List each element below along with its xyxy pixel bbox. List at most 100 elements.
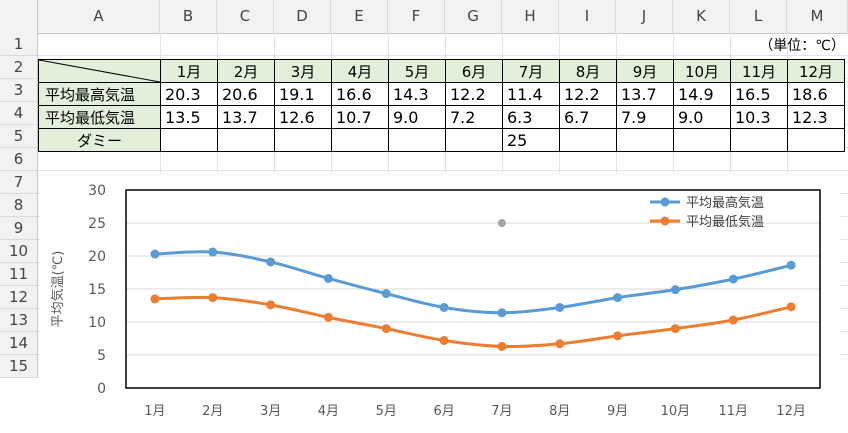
high-cell[interactable]: 11.4 [502,82,560,106]
month-header-11[interactable]: 11月 [730,59,788,83]
column-header-E[interactable]: E [331,0,388,33]
month-header-2[interactable]: 2月 [217,59,275,83]
line-chart[interactable]: 平均気温(℃) 0 5 10 15 20 25 30 1月 2月 3月 4月 5月 6月 7月 8月 9月 1… [40,173,840,429]
x-axis-ticks: 1月 2月 3月 4月 5月 6月 7月 8月 9月 10月 11月 12月 [144,404,806,419]
low-cell[interactable]: 13.5 [160,105,218,129]
high-cell[interactable]: 19.1 [274,82,332,106]
high-cell[interactable]: 13.7 [616,82,674,106]
column-header-G[interactable]: G [445,0,502,33]
row-header-12[interactable]: 12 [0,286,38,309]
month-header-10[interactable]: 10月 [673,59,731,83]
low-cell[interactable]: 9.0 [388,105,446,129]
row-header-9[interactable]: 9 [0,217,38,240]
column-header-H[interactable]: H [502,0,559,33]
row-header-5[interactable]: 5 [0,125,38,148]
row-header-3[interactable]: 3 [0,79,38,102]
row-header-10[interactable]: 10 [0,240,38,263]
dummy-cell[interactable] [160,128,218,152]
low-cell[interactable]: 9.0 [673,105,731,129]
dummy-cell[interactable] [559,128,617,152]
data-point [497,219,506,227]
x-tick-label: 5月 [376,404,397,419]
row-label-dummy[interactable]: ダミー [38,128,161,152]
data-point [208,293,218,303]
data-point [728,274,738,284]
low-cell[interactable]: 10.7 [331,105,389,129]
dummy-cell[interactable] [445,128,503,152]
dummy-cell[interactable] [787,128,845,152]
x-tick-label: 1月 [144,404,165,419]
column-header-F[interactable]: F [388,0,445,33]
column-header-J[interactable]: J [616,0,673,33]
month-header-7[interactable]: 7月 [502,59,560,83]
row-label-high[interactable]: 平均最高気温 [38,82,161,106]
high-cell[interactable]: 20.3 [160,82,218,106]
dummy-cell[interactable] [274,128,332,152]
month-header-1[interactable]: 1月 [160,59,218,83]
high-cell[interactable]: 16.5 [730,82,788,106]
row-header-7[interactable]: 7 [0,171,38,194]
month-header-8[interactable]: 8月 [559,59,617,83]
high-cell[interactable]: 20.6 [217,82,275,106]
high-cell[interactable]: 14.3 [388,82,446,106]
column-header-D[interactable]: D [274,0,331,33]
row-header-8[interactable]: 8 [0,194,38,217]
low-cell[interactable]: 7.9 [616,105,674,129]
high-cell[interactable]: 14.9 [673,82,731,106]
high-cell[interactable]: 18.6 [787,82,845,106]
column-header-A[interactable]: A [38,0,160,33]
row-header-6[interactable]: 6 [0,148,38,171]
dummy-cell[interactable] [673,128,731,152]
series-line-1 [154,295,792,349]
row-header-2[interactable]: 2 [0,56,38,79]
month-header-6[interactable]: 6月 [445,59,503,83]
month-header-12[interactable]: 12月 [787,59,845,83]
row-label-low[interactable]: 平均最低気温 [38,105,161,129]
select-all-corner[interactable] [0,0,38,33]
dummy-cell[interactable] [730,128,788,152]
column-header-C[interactable]: C [217,0,274,33]
month-header-4[interactable]: 4月 [331,59,389,83]
row-header-11[interactable]: 11 [0,263,38,286]
low-cell[interactable]: 10.3 [730,105,788,129]
dummy-cell[interactable] [331,128,389,152]
data-point [555,339,565,349]
column-header-K[interactable]: K [673,0,730,33]
high-cell[interactable]: 16.6 [331,82,389,106]
high-cell[interactable]: 12.2 [445,82,503,106]
low-cell[interactable]: 7.2 [445,105,503,129]
data-point [381,324,391,334]
table-corner-cell[interactable] [38,59,161,83]
y-tick-label: 30 [88,183,106,199]
low-cell[interactable]: 6.3 [502,105,560,129]
low-cell[interactable]: 12.6 [274,105,332,129]
column-header-M[interactable]: M [787,0,848,33]
row-header-14[interactable]: 14 [0,332,38,355]
column-header-I[interactable]: I [559,0,616,33]
x-tick-label: 4月 [318,404,339,419]
dummy-cell[interactable]: 25 [502,128,560,152]
dummy-cell[interactable] [388,128,446,152]
low-cell[interactable]: 6.7 [559,105,617,129]
x-tick-label: 6月 [433,404,454,419]
data-point [497,341,507,351]
low-cell[interactable]: 12.3 [787,105,845,129]
row-header-1[interactable]: 1 [0,33,38,56]
row-header-15[interactable]: 15 [0,355,38,378]
month-header-9[interactable]: 9月 [616,59,674,83]
column-header-B[interactable]: B [160,0,217,33]
dummy-cell[interactable] [217,128,275,152]
low-cell[interactable]: 13.7 [217,105,275,129]
row-header-4[interactable]: 4 [0,102,38,125]
column-header-L[interactable]: L [730,0,787,33]
diagonal-line [39,60,160,82]
month-header-5[interactable]: 5月 [388,59,446,83]
row-header-13[interactable]: 13 [0,309,38,332]
series-layer [150,219,796,351]
high-cell[interactable]: 12.2 [559,82,617,106]
data-point [439,302,449,312]
month-header-3[interactable]: 3月 [274,59,332,83]
dummy-cell[interactable] [616,128,674,152]
